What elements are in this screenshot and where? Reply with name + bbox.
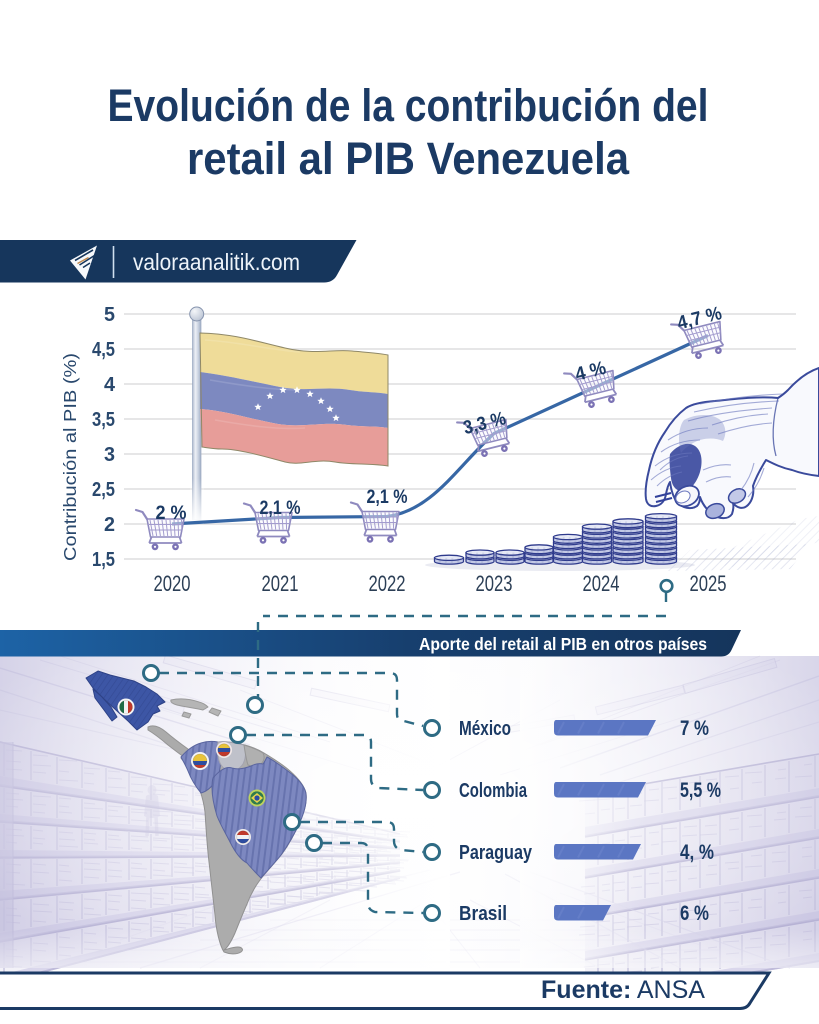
svg-text:Contribución al PIB (%): Contribución al PIB (%): [60, 353, 80, 561]
svg-text:5: 5: [104, 303, 115, 326]
svg-text:valoraanalitik.com: valoraanalitik.com: [133, 249, 300, 275]
svg-text:3,5: 3,5: [92, 408, 115, 431]
svg-text:2024: 2024: [583, 571, 620, 596]
svg-text:2,5: 2,5: [92, 478, 115, 501]
svg-text:retail al PIB Venezuela: retail al PIB Venezuela: [187, 133, 630, 184]
svg-text:México: México: [459, 718, 511, 740]
svg-text:2022: 2022: [369, 571, 406, 596]
svg-text:2021: 2021: [262, 571, 299, 596]
svg-text:4,5: 4,5: [92, 338, 115, 361]
svg-text:3: 3: [104, 443, 115, 466]
svg-text:6 %: 6 %: [680, 902, 709, 925]
svg-text:Brasil: Brasil: [459, 903, 507, 925]
svg-text:2,1 %: 2,1 %: [260, 498, 301, 519]
svg-text:2025: 2025: [690, 571, 727, 596]
svg-text:4, %: 4, %: [680, 841, 714, 864]
svg-text:2020: 2020: [154, 571, 191, 596]
svg-text:1,5: 1,5: [92, 548, 115, 571]
svg-text:5,5 %: 5,5 %: [680, 779, 721, 802]
svg-text:7 %: 7 %: [680, 717, 709, 740]
svg-text:Paraguay: Paraguay: [459, 842, 533, 864]
svg-text:2,1 %: 2,1 %: [367, 487, 408, 508]
svg-text:Colombia: Colombia: [459, 780, 528, 802]
svg-text:Aporte del retail al PIB en ot: Aporte del retail al PIB en otros países: [419, 634, 707, 654]
svg-text:4: 4: [104, 373, 116, 396]
svg-text:2 %: 2 %: [156, 503, 187, 524]
svg-text:2023: 2023: [476, 571, 513, 596]
svg-text:Fuente: ANSA: Fuente: ANSA: [541, 976, 705, 1004]
svg-text:2: 2: [104, 513, 115, 536]
svg-text:Evolución de la contribución d: Evolución de la contribución del: [108, 80, 709, 131]
